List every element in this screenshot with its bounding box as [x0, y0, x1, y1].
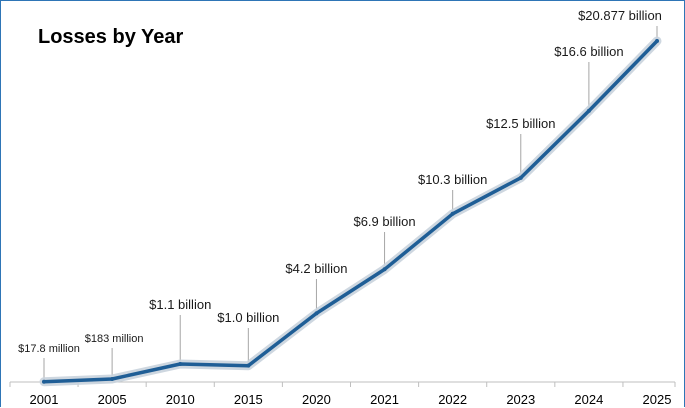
data-label: $6.9 billion [353, 214, 415, 229]
data-point [110, 377, 115, 382]
x-tick-label: 2022 [438, 392, 467, 407]
x-tick-label: 2005 [98, 392, 127, 407]
data-label: $10.3 billion [418, 172, 487, 187]
series-line-glow [39, 36, 662, 387]
data-point [314, 311, 319, 316]
x-tick-label: 2025 [643, 392, 672, 407]
data-label: $1.0 billion [217, 310, 279, 325]
data-point [450, 211, 455, 216]
x-tick-label: 2024 [574, 392, 603, 407]
data-point [246, 363, 251, 368]
data-label: $20.877 billion [578, 8, 662, 23]
x-tick-label: 2023 [506, 392, 535, 407]
data-label: $1.1 billion [149, 297, 211, 312]
data-label: $16.6 billion [554, 44, 623, 59]
x-tick-label: 2001 [30, 392, 59, 407]
data-point [586, 108, 591, 113]
data-point [655, 39, 659, 44]
series-line [42, 39, 659, 384]
data-point [42, 379, 46, 384]
chart-title: Losses by Year [38, 26, 184, 48]
x-tick-label: 2021 [370, 392, 399, 407]
data-label: $12.5 billion [486, 116, 555, 131]
data-label: $4.2 billion [285, 261, 347, 276]
x-tick-label: 2015 [234, 392, 263, 407]
data-point [518, 175, 523, 180]
x-tick-label: 2020 [302, 392, 331, 407]
x-tick-label: 2010 [166, 392, 195, 407]
data-label: $183 million [85, 333, 144, 345]
data-point [178, 362, 183, 367]
data-point [382, 267, 387, 272]
data-label: $17.8 million [18, 343, 80, 355]
